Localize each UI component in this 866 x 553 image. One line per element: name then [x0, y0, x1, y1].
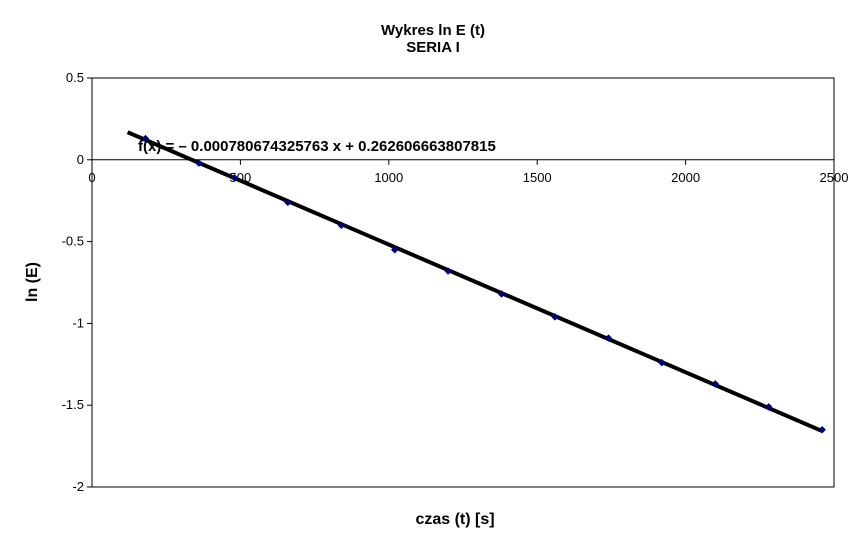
- y-tick-label: -2: [72, 479, 84, 494]
- y-tick-label: 0.5: [66, 70, 84, 85]
- data-point: [497, 290, 506, 298]
- x-tick-label: 1500: [523, 170, 552, 185]
- y-tick-label: -1: [72, 315, 84, 330]
- trendline-path: [126, 130, 823, 433]
- chart-title: Wykres ln E (t): [381, 22, 485, 39]
- data-point: [604, 334, 613, 342]
- y-axis-title: ln (E): [24, 262, 41, 302]
- trendline-equation: f(x) = – 0.000780674325763 x + 0.2626066…: [138, 138, 496, 155]
- y-tick-label: -0.5: [62, 234, 84, 249]
- data-points: [141, 134, 826, 434]
- y-tick-label: -1.5: [62, 397, 84, 412]
- y-tick-label: 0: [77, 152, 84, 167]
- data-point: [390, 245, 399, 254]
- x-tick-label: 2500: [820, 170, 849, 185]
- data-point: [230, 173, 239, 182]
- data-point: [551, 313, 559, 321]
- data-point: [444, 267, 453, 275]
- x-axis-title: czas (t) [s]: [415, 511, 494, 528]
- data-point: [141, 134, 150, 143]
- data-point: [764, 402, 773, 411]
- x-tick-label: 1000: [374, 170, 403, 185]
- chart-subtitle: SERIA I: [406, 39, 460, 56]
- x-tick-label: 2000: [671, 170, 700, 185]
- trendline: [126, 130, 823, 433]
- data-point: [658, 358, 666, 367]
- data-point: [818, 425, 826, 434]
- x-tick-label: 0: [88, 170, 95, 185]
- data-point: [711, 380, 720, 388]
- data-point: [284, 198, 292, 207]
- data-point: [194, 159, 203, 167]
- plot-area: [91, 77, 835, 488]
- data-point: [337, 221, 346, 230]
